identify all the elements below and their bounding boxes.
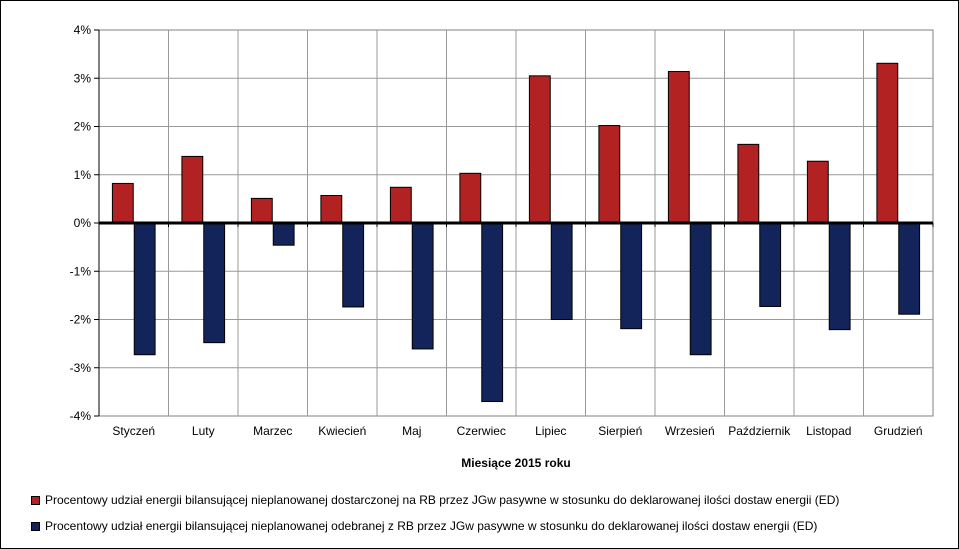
bar-received bbox=[828, 222, 851, 331]
x-tick-label: Wrzesień bbox=[665, 424, 715, 438]
y-tick-label: 3% bbox=[74, 71, 92, 85]
x-tick-label: Maj bbox=[402, 424, 421, 438]
bar-delivered bbox=[876, 62, 899, 224]
y-tick-label: 4% bbox=[74, 23, 92, 37]
y-tick-label: 0% bbox=[74, 216, 92, 230]
legend-label-delivered: Procentowy udział energii bilansującej n… bbox=[45, 493, 840, 507]
x-tick-label: Kwiecień bbox=[318, 424, 366, 438]
bar-received bbox=[759, 222, 782, 307]
bar-delivered bbox=[598, 125, 621, 224]
legend-item-delivered: Procentowy udział energii bilansującej n… bbox=[31, 493, 839, 507]
x-tick-label: Grudzień bbox=[874, 424, 923, 438]
bar-delivered bbox=[737, 143, 760, 224]
bar-received bbox=[342, 222, 365, 308]
bar-received bbox=[550, 222, 573, 320]
bar-delivered bbox=[181, 155, 204, 224]
bar-received bbox=[481, 222, 504, 403]
bar-received bbox=[411, 222, 434, 350]
x-tick-label: Listopad bbox=[806, 424, 851, 438]
x-axis-title: Miesiące 2015 roku bbox=[461, 456, 570, 470]
x-tick-label: Sierpień bbox=[598, 424, 642, 438]
bar-delivered bbox=[806, 160, 829, 224]
bar-received bbox=[203, 222, 226, 344]
bars bbox=[111, 62, 921, 403]
x-tick-label: Październik bbox=[728, 424, 791, 438]
bar-delivered bbox=[528, 75, 551, 224]
bar-received bbox=[898, 222, 921, 315]
legend-swatch-delivered bbox=[31, 495, 40, 505]
bar-delivered bbox=[250, 197, 273, 224]
bar-delivered bbox=[389, 186, 412, 224]
bar-received bbox=[133, 222, 156, 356]
x-tick-labels: Styczeń Luty Marzec Kwiecień Maj Czerwiec Lipi… bbox=[112, 424, 922, 438]
legend-swatch-received bbox=[31, 521, 40, 531]
bar-received bbox=[689, 222, 712, 356]
y-tick-label: 2% bbox=[74, 120, 92, 134]
axes bbox=[94, 29, 934, 417]
legend-label-received: Procentowy udział energii bilansującej n… bbox=[45, 519, 818, 533]
x-tick-label: Czerwiec bbox=[457, 424, 506, 438]
y-tick-label: 1% bbox=[74, 168, 92, 182]
y-tick-label: -3% bbox=[70, 361, 92, 375]
bar-delivered bbox=[111, 182, 134, 224]
bar-received bbox=[272, 222, 295, 246]
bar-delivered bbox=[459, 172, 482, 224]
bar-received bbox=[620, 222, 643, 330]
x-tick-label: Lipiec bbox=[535, 424, 566, 438]
y-tick-label: -4% bbox=[70, 409, 92, 423]
legend-item-received: Procentowy udział energii bilansującej n… bbox=[31, 519, 817, 533]
y-tick-labels: -4% -3% -2% -1% 0% 1% 2% 3% 4% bbox=[70, 23, 92, 423]
bar-delivered bbox=[667, 70, 690, 224]
y-tick-label: -1% bbox=[70, 264, 92, 278]
x-tick-label: Marzec bbox=[253, 424, 292, 438]
bar-delivered bbox=[320, 194, 343, 224]
y-tick-label: -2% bbox=[70, 313, 92, 327]
x-tick-label: Styczeń bbox=[112, 424, 155, 438]
x-tick-label: Luty bbox=[192, 424, 215, 438]
